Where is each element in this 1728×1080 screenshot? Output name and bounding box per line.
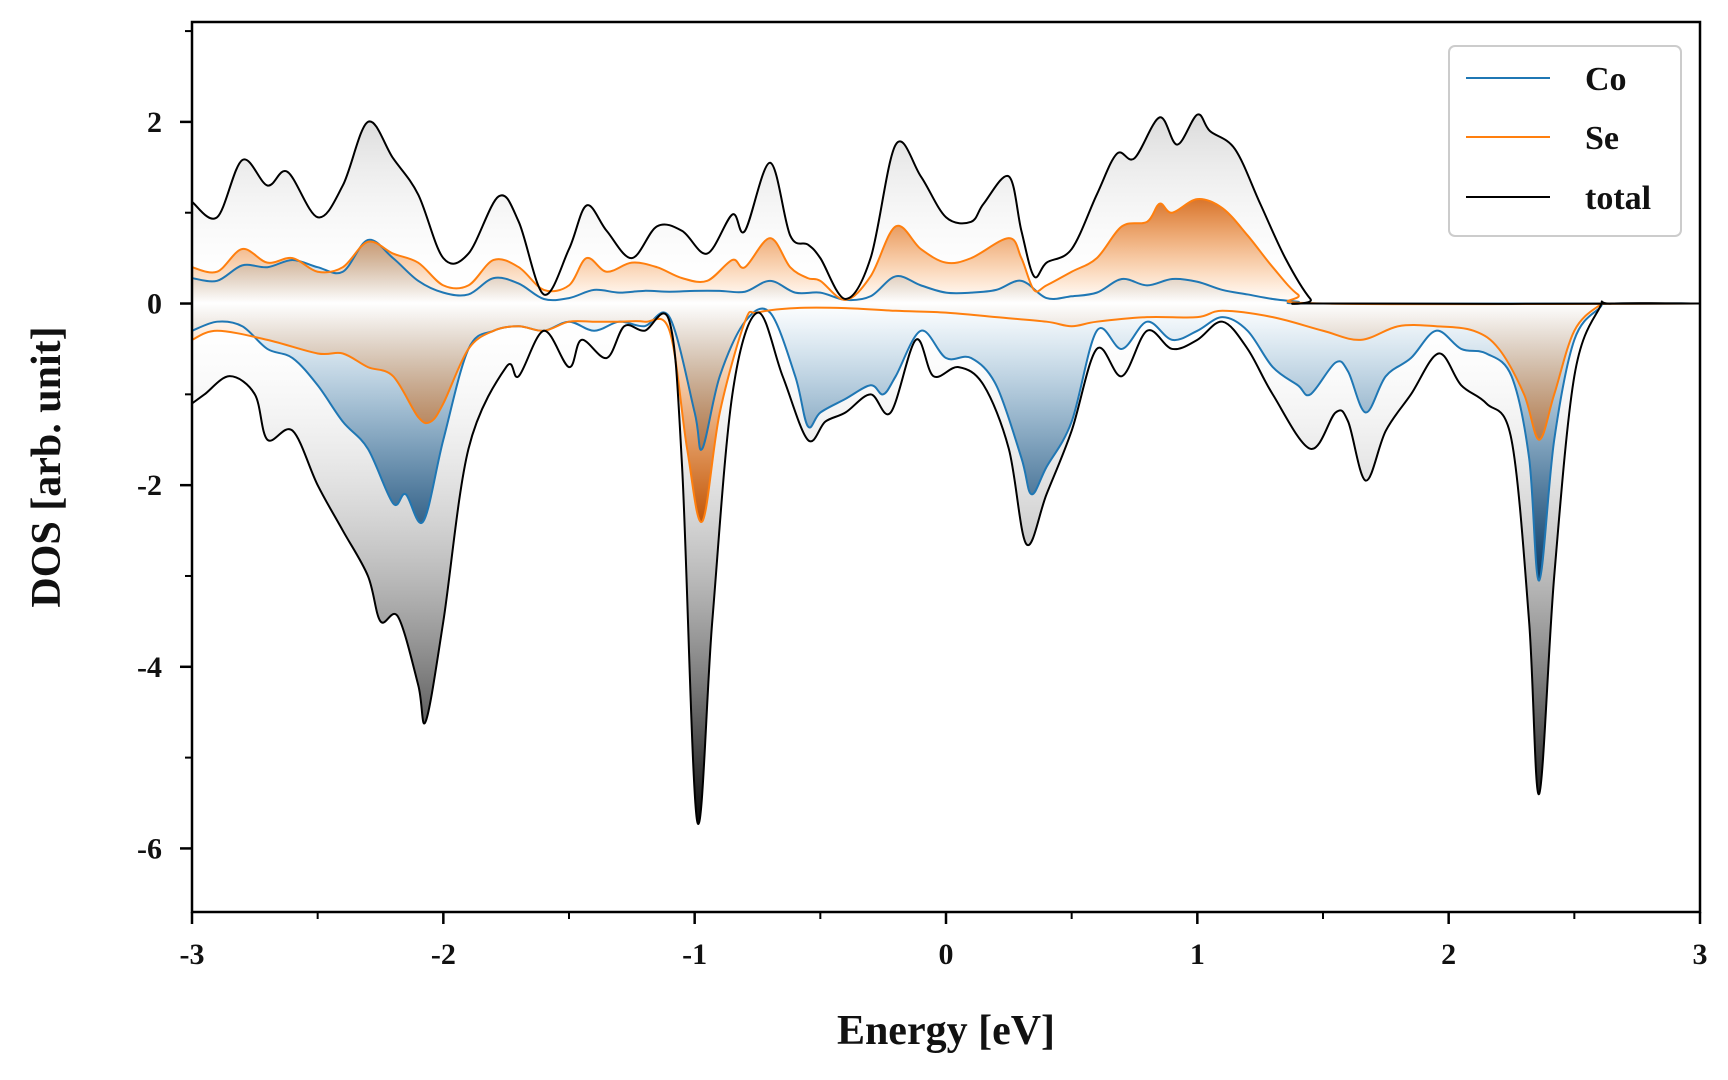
area-total-spin-down — [192, 301, 1700, 825]
x-tick-label: -1 — [682, 938, 707, 971]
area-se-spin-up — [192, 198, 1700, 305]
area-se-spin-down — [192, 302, 1700, 523]
legend-label-total: total — [1585, 180, 1651, 217]
line-total-spin-down — [192, 300, 1700, 825]
area-total-spin-up — [192, 114, 1700, 304]
line-co-spin-down — [192, 302, 1700, 582]
area-co-spin-down — [192, 303, 1700, 581]
x-tick-label: 3 — [1693, 938, 1708, 971]
y-tick-label: -4 — [137, 651, 162, 684]
line-total-spin-up — [192, 113, 1700, 305]
y-tick-label: 0 — [147, 288, 162, 321]
y-axis-title: DOS [arb. unit] — [24, 326, 70, 607]
line-se-spin-up — [192, 198, 1700, 306]
axis-ticks: -3 -2 -1 0 1 2 3 2 0 -2 -4 -6 — [137, 30, 1708, 971]
x-tick-label: -3 — [180, 938, 205, 971]
x-tick-label: 0 — [939, 938, 954, 971]
legend-box — [1448, 45, 1682, 237]
x-axis-title: Energy [eV] — [837, 1008, 1055, 1054]
x-tick-label: -2 — [431, 938, 456, 971]
dos-fills — [192, 114, 1700, 825]
line-se-spin-down — [192, 301, 1700, 523]
x-tick-label: 2 — [1441, 938, 1456, 971]
y-tick-label: -6 — [137, 832, 162, 865]
x-tick-label: 1 — [1190, 938, 1205, 971]
legend-label-co: Co — [1585, 61, 1627, 98]
y-tick-label: -2 — [137, 469, 162, 502]
line-co-spin-up — [192, 238, 1700, 305]
plot-frame — [190, 20, 1702, 914]
dos-lines — [192, 113, 1700, 825]
legend-label-se: Se — [1585, 120, 1619, 157]
y-tick-label: 2 — [147, 106, 162, 139]
legend: Co Se total — [1448, 45, 1682, 237]
